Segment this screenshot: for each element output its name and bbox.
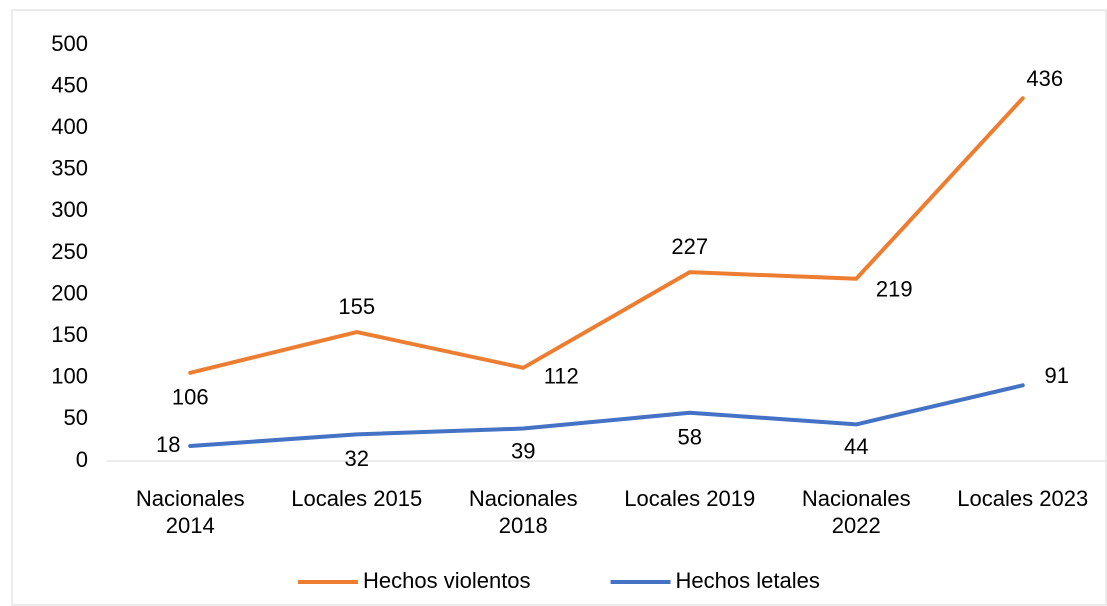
- data-label: 219: [876, 277, 913, 302]
- data-label: 91: [1045, 363, 1069, 388]
- y-tick-label: 350: [51, 156, 88, 181]
- y-tick-label: 300: [51, 197, 88, 222]
- chart-border: [11, 9, 1107, 606]
- legend-label: Hechos letales: [676, 568, 820, 593]
- y-tick-label: 500: [51, 31, 88, 56]
- y-tick-label: 150: [51, 322, 88, 347]
- x-tick-label: Locales 2023: [957, 486, 1089, 511]
- y-tick-label: 450: [51, 72, 88, 97]
- x-tick-label: Locales 2019: [624, 486, 756, 511]
- x-tick-label: Nacionales 2018: [468, 486, 578, 538]
- x-tick-label: Locales 2015: [291, 486, 423, 511]
- y-tick-label: 50: [64, 405, 88, 430]
- data-label: 58: [678, 425, 702, 450]
- y-tick-label: 0: [76, 447, 88, 472]
- x-tick-label: Nacionales 2022: [801, 486, 911, 538]
- y-tick-label: 200: [51, 280, 88, 305]
- data-label: 32: [345, 446, 369, 471]
- data-label: 112: [544, 364, 579, 389]
- data-label: 436: [1026, 66, 1063, 91]
- y-tick-label: 250: [51, 239, 88, 264]
- data-label: 39: [511, 438, 535, 463]
- y-tick-label: 100: [51, 364, 88, 389]
- y-tick-label: 400: [51, 114, 88, 139]
- line-series: [188, 96, 1025, 375]
- data-label: 18: [156, 432, 180, 457]
- data-label: 106: [172, 385, 209, 410]
- data-label: 44: [844, 434, 868, 459]
- x-tick-label: Nacionales 2014: [135, 486, 245, 538]
- data-label: 227: [671, 234, 708, 259]
- line-series: [188, 383, 1025, 449]
- legend-label: Hechos violentos: [363, 568, 531, 593]
- data-label: 155: [338, 294, 375, 319]
